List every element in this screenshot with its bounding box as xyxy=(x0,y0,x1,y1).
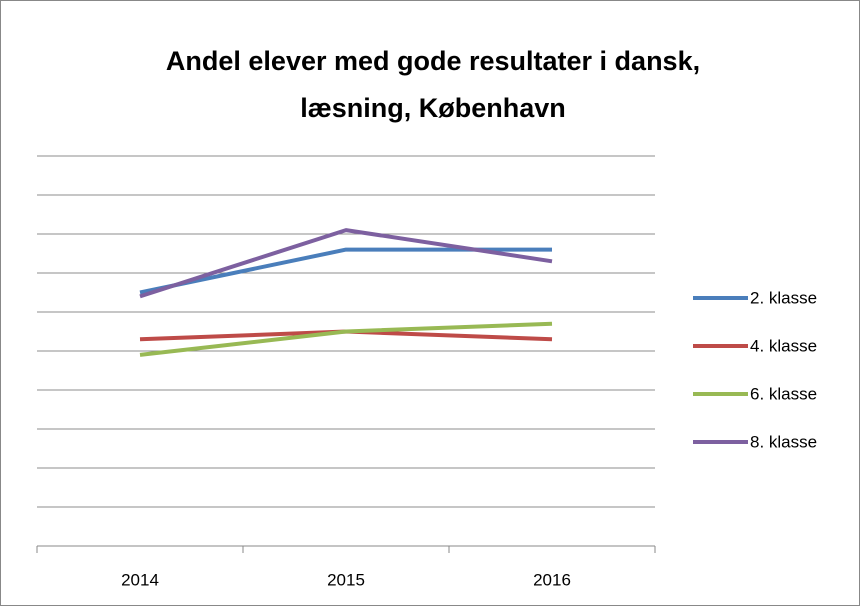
chart-title: Andel elever med gode resultater i dansk… xyxy=(165,46,701,123)
legend-label: 4. klasse xyxy=(750,336,817,355)
x-tick-label: 2014 xyxy=(121,570,159,589)
x-tick-label: 2015 xyxy=(327,570,365,589)
x-tick-label: 2016 xyxy=(533,570,571,589)
legend-label: 2. klasse xyxy=(750,288,817,307)
data-line xyxy=(139,321,553,357)
legend-label: 8. klasse xyxy=(750,432,817,451)
data-line xyxy=(139,228,553,299)
legend-label: 6. klasse xyxy=(750,384,817,403)
